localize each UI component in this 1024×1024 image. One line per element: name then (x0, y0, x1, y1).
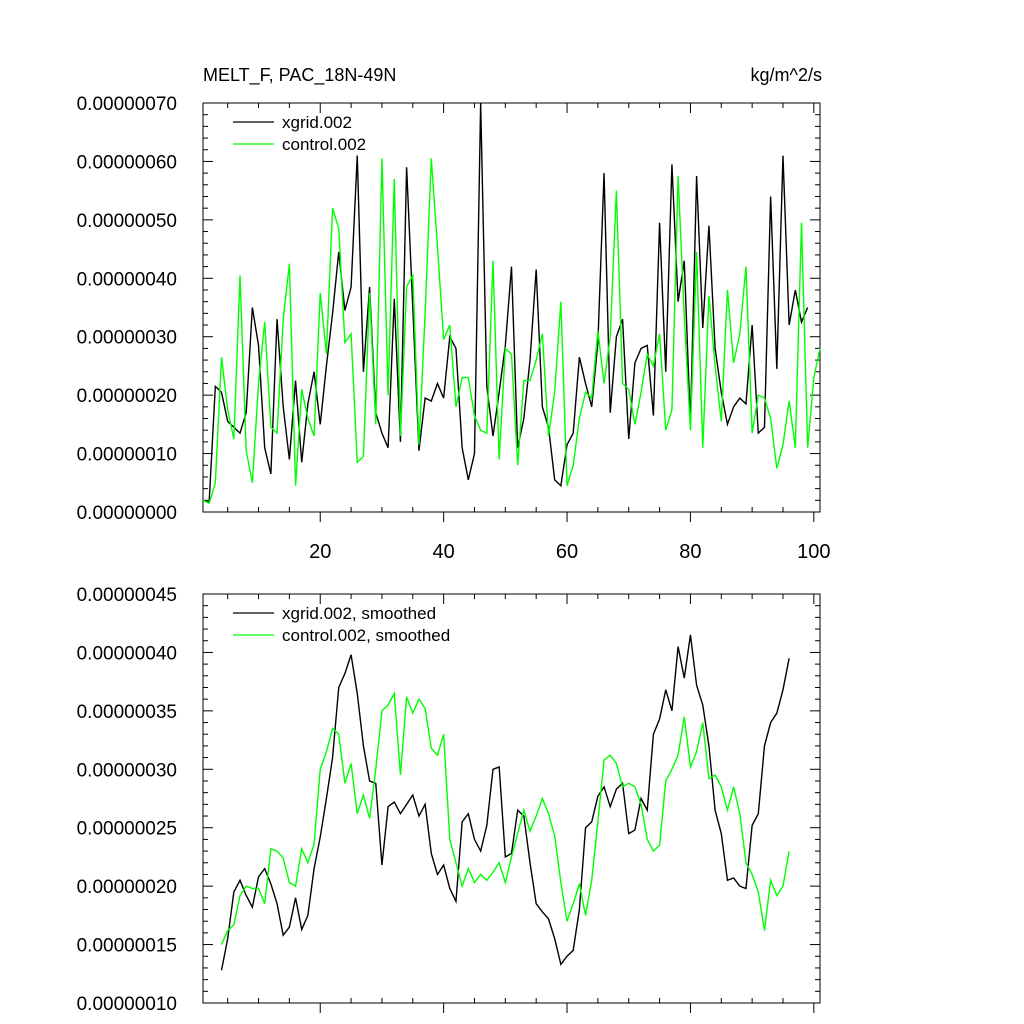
top-panel: MELT_F, PAC_18N-49N kg/m^2/s 0.000000000… (77, 65, 831, 563)
y-tick-label: 0.00000010 (77, 994, 177, 1015)
bottom-series-group (220, 634, 790, 971)
y-tick-label: 0.00000040 (77, 643, 177, 664)
bottom-tick-group: 0.00000010 0.00000015 0.00000020 0.00000025… (77, 585, 820, 1015)
y-tick-label: 0.00000015 (77, 936, 177, 957)
series-line-control (202, 158, 821, 505)
series-line-smoothed-control (220, 690, 790, 945)
units-label: kg/m^2/s (751, 65, 822, 85)
y-tick-label: 0.00000010 (77, 445, 177, 466)
top-series-group (202, 102, 821, 505)
y-tick-label: 0.00000070 (77, 94, 177, 115)
bottom-legend: xgrid.002, smoothed control.002, smoothe… (233, 604, 450, 645)
series-line-smoothed-xgrid (220, 634, 790, 971)
y-tick-label: 0.00000040 (77, 269, 177, 290)
y-tick-label: 0.00000050 (77, 211, 177, 232)
plot-title: MELT_F, PAC_18N-49N (203, 65, 396, 86)
y-tick-label: 0.00000025 (77, 819, 177, 840)
y-tick-label: 0.00000020 (77, 386, 177, 407)
x-tick-label: 20 (309, 541, 331, 563)
legend-label-xgrid-smoothed: xgrid.002, smoothed (282, 604, 436, 623)
top-tick-group: 0.00000000 0.00000010 0.00000020 0.00000030… (77, 94, 831, 563)
legend-label-xgrid: xgrid.002 (282, 113, 352, 132)
x-tick-label: 60 (556, 541, 578, 563)
top-legend: xgrid.002 control.002 (233, 113, 366, 154)
y-tick-label: 0.00000030 (77, 328, 177, 349)
bottom-panel: 0.00000010 0.00000015 0.00000020 0.00000025… (77, 585, 821, 1015)
top-plot-frame (202, 102, 821, 513)
series-line-xgrid (202, 102, 809, 503)
legend-label-control: control.002 (282, 135, 366, 154)
y-tick-label: 0.00000000 (77, 503, 177, 524)
x-tick-label: 80 (679, 541, 701, 563)
y-tick-label: 0.00000060 (77, 152, 177, 173)
y-tick-label: 0.00000045 (77, 585, 177, 606)
y-tick-label: 0.00000020 (77, 877, 177, 898)
x-tick-label: 100 (797, 541, 830, 563)
legend-label-control-smoothed: control.002, smoothed (282, 626, 450, 645)
x-tick-label: 40 (433, 541, 455, 563)
bottom-plot-frame (202, 593, 821, 1004)
y-tick-label: 0.00000035 (77, 702, 177, 723)
y-tick-label: 0.00000030 (77, 760, 177, 781)
